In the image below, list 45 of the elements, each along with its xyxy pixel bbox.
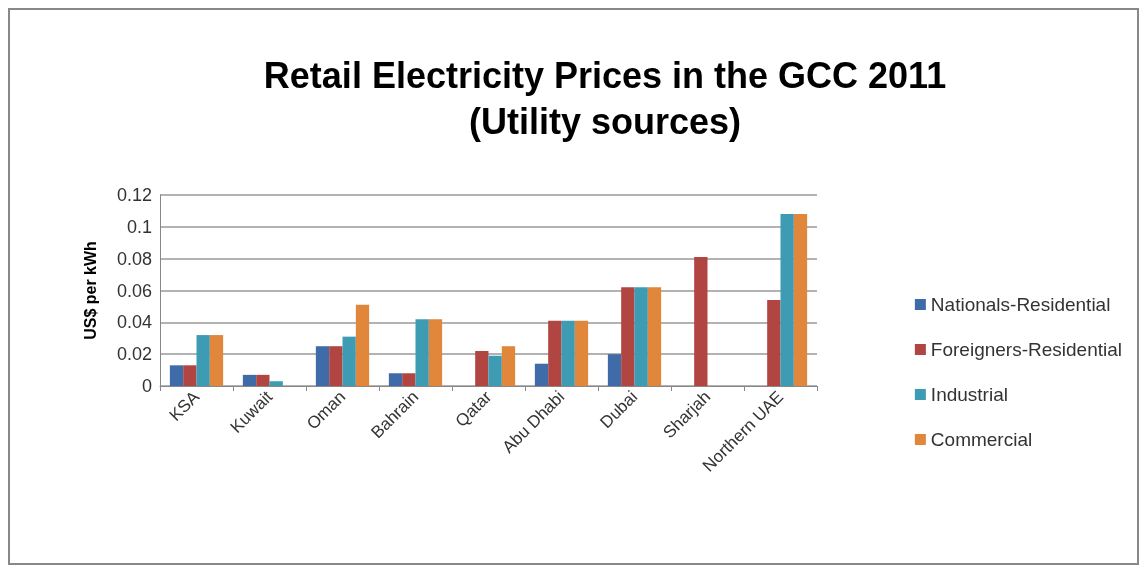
bar (621, 287, 635, 386)
y-tick-label: 0.1 (126, 216, 152, 237)
y-tick-label: 0.04 (116, 312, 152, 333)
legend-label: Industrial (930, 384, 1008, 405)
bar (415, 319, 429, 386)
legend-label: Commercial (930, 429, 1033, 450)
bar (315, 346, 330, 386)
bar (329, 346, 343, 386)
bar (256, 374, 270, 386)
bar (561, 320, 575, 386)
bar (501, 346, 516, 386)
bar (574, 320, 589, 386)
bar (196, 335, 210, 386)
legend-label: Foreigners-Residential (930, 339, 1123, 360)
bar (548, 320, 562, 386)
bar (355, 304, 370, 386)
bar (793, 214, 808, 386)
y-tick-label: 0 (141, 376, 152, 396)
bar (342, 336, 356, 386)
bar (634, 287, 648, 386)
bar (402, 373, 416, 386)
y-axis-title: US$ per kWh (81, 241, 99, 340)
bar (183, 365, 197, 386)
bar (388, 373, 403, 386)
bar (169, 365, 184, 386)
bar (607, 354, 622, 386)
bar (269, 381, 283, 386)
y-tick-label: 0.02 (116, 344, 152, 365)
chart-subtitle: (Utility sources) (468, 100, 742, 142)
legend-label: Nationals-Residential (930, 294, 1111, 315)
chart-title: Retail Electricity Prices in the GCC 2011 (263, 54, 947, 96)
bar (475, 350, 489, 386)
bar (534, 363, 549, 386)
bar (647, 287, 662, 386)
y-tick-label: 0.12 (116, 185, 152, 205)
y-tick-label: 0.06 (116, 280, 152, 301)
bar (209, 335, 224, 386)
y-tick-label: 0.08 (116, 248, 152, 269)
bar (428, 319, 443, 386)
bar (694, 257, 708, 386)
bar (242, 374, 257, 386)
bar (767, 300, 781, 386)
bar (780, 214, 794, 386)
x-tick-label: KSA (165, 386, 204, 425)
bar (488, 355, 502, 386)
